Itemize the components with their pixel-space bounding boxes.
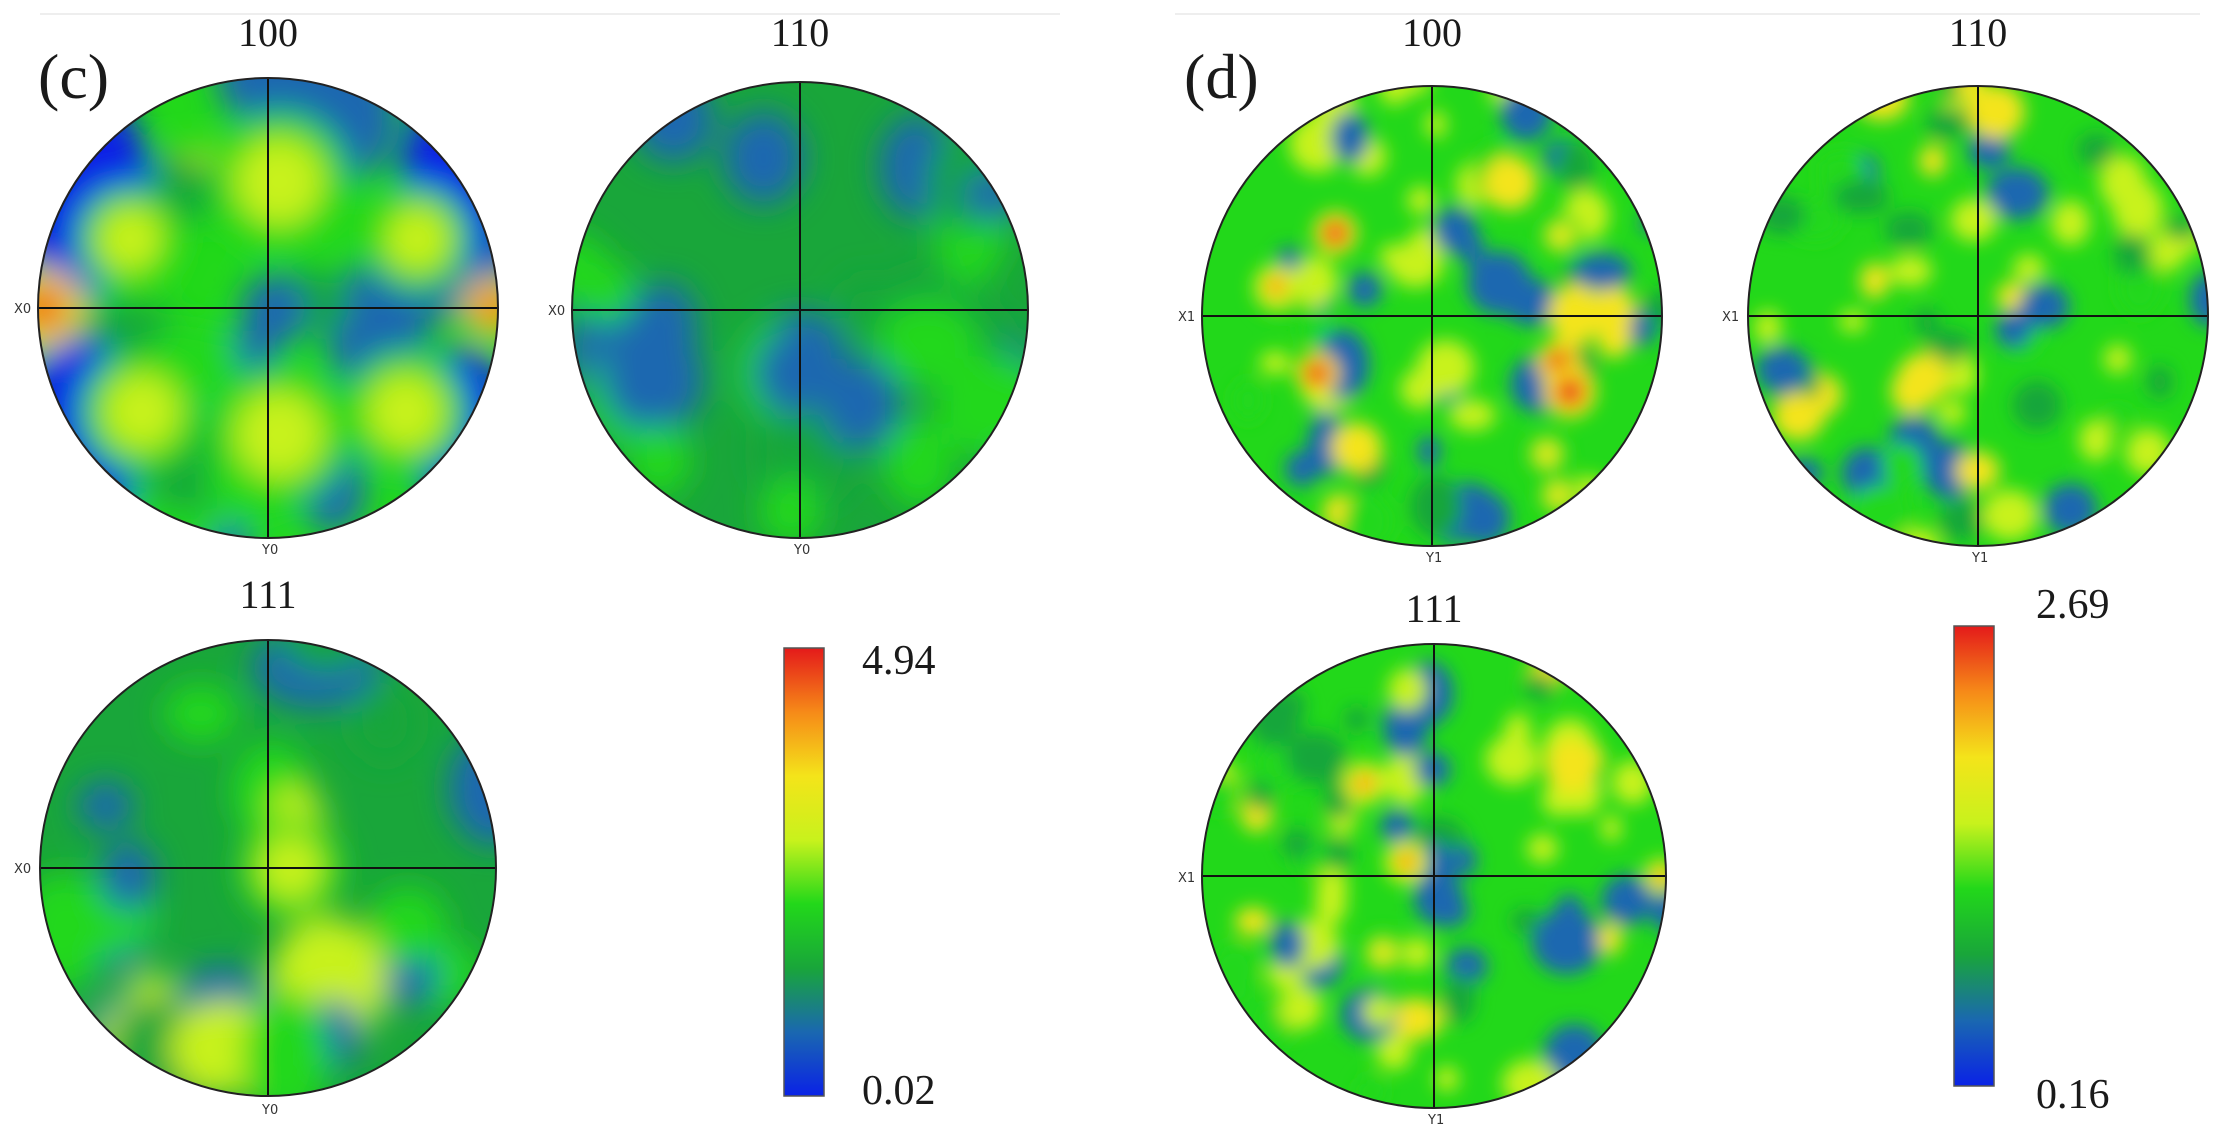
x-axis-label-c-111: X0 — [14, 862, 31, 877]
pole-figure-outline — [1201, 643, 1667, 1109]
y-axis-label-c-110: Y0 — [793, 543, 810, 558]
pole-figure-outline — [1201, 85, 1663, 547]
colorbar-min-label-d: 0.16 — [2036, 1072, 2110, 1118]
panel-label-c: (c) — [38, 41, 109, 112]
pole-figure-outline — [39, 639, 497, 1097]
colorbar-min-label-c: 0.02 — [862, 1068, 936, 1114]
colorbar-d — [1953, 625, 1995, 1087]
pole-figure-title-c-100: 100 — [238, 10, 298, 55]
y-axis-label-c-111: Y0 — [261, 1103, 278, 1118]
colorbar-c — [783, 647, 825, 1097]
intensity-map — [1748, 86, 2208, 546]
pole-figure-d-110 — [1747, 85, 2209, 547]
crosshair — [38, 78, 498, 538]
intensity-map — [1202, 86, 1662, 546]
pole-figure-title-c-110: 110 — [771, 10, 830, 55]
pole-figure-c-110 — [571, 81, 1029, 539]
pole-figure-title-d-100: 100 — [1402, 10, 1462, 55]
colorbar-max-label-d: 2.69 — [2036, 582, 2110, 628]
pole-figure-outline — [1747, 85, 2209, 547]
y-axis-label-d-110: Y1 — [1971, 551, 1988, 566]
pole-figure-d-100 — [1201, 85, 1663, 547]
panel-d: (d) 100 X1 Y1 110 X1 Y1 111 X1 Y1 2.69 0… — [1178, 10, 2209, 1128]
panel-c: (c) 100 X0 Y0 110 X0 Y0 111 X0 Y0 4.94 0… — [14, 10, 1029, 1118]
x-axis-label-d-111: X1 — [1178, 871, 1195, 886]
y-axis-label-d-111: Y1 — [1427, 1113, 1444, 1128]
x-axis-label-d-100: X1 — [1178, 310, 1195, 325]
panel-label-d: (d) — [1184, 41, 1259, 112]
crosshair — [40, 640, 496, 1096]
pole-figure-title-d-110: 110 — [1949, 10, 2008, 55]
x-axis-label-c-110: X0 — [548, 304, 565, 319]
pole-figure-title-c-111: 111 — [239, 572, 296, 617]
crosshair — [572, 82, 1028, 538]
crosshair — [1202, 86, 1662, 546]
x-axis-label-d-110: X1 — [1722, 310, 1739, 325]
pole-figure-outline — [37, 77, 499, 539]
pole-figure-outline — [571, 81, 1029, 539]
y-axis-label-d-100: Y1 — [1425, 551, 1442, 566]
pole-figure-c-111 — [39, 639, 497, 1097]
pole-figure-d-111 — [1201, 643, 1667, 1109]
x-axis-label-c-100: X0 — [14, 302, 31, 317]
colorbar-max-label-c: 4.94 — [862, 638, 936, 684]
crosshair — [1748, 86, 2208, 546]
pole-figure-title-d-111: 111 — [1405, 586, 1462, 631]
crosshair — [1202, 644, 1666, 1108]
y-axis-label-c-100: Y0 — [261, 543, 278, 558]
